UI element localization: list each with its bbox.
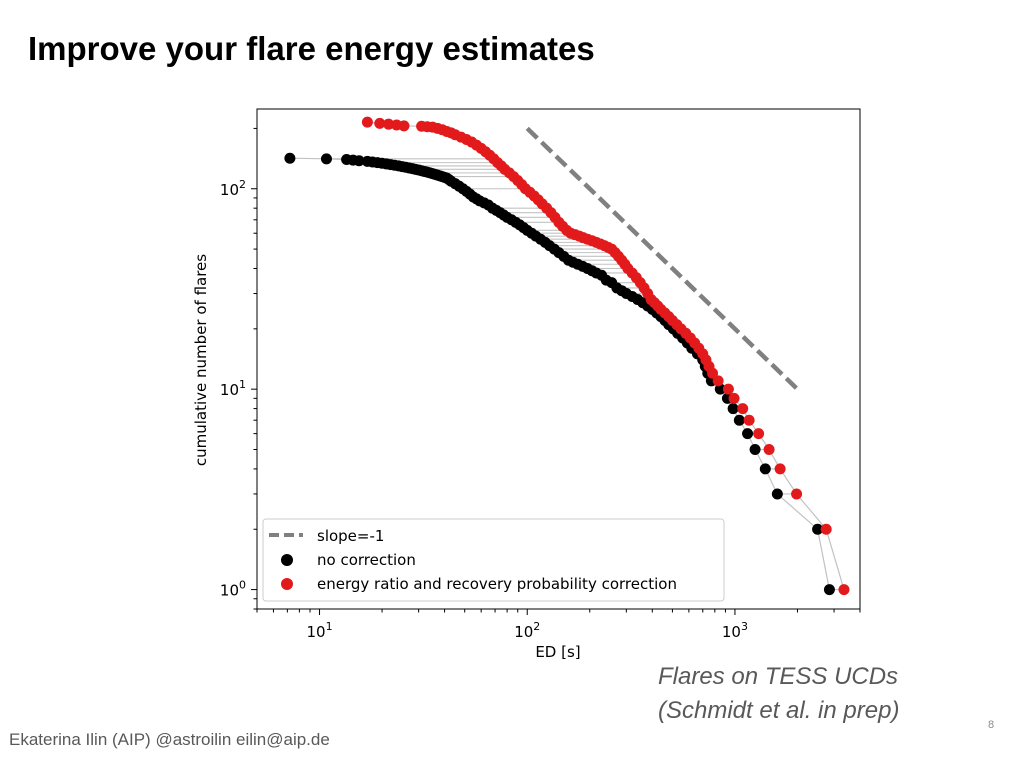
x-axis-label: ED [s] bbox=[535, 643, 580, 661]
y-tick-label: 100 bbox=[220, 579, 246, 600]
corrected-point bbox=[712, 375, 724, 387]
corrected-point bbox=[398, 120, 410, 132]
corrected-point bbox=[707, 367, 719, 379]
slope-line bbox=[525, 126, 800, 391]
corrected-point bbox=[753, 428, 765, 440]
caption-line-1: Flares on TESS UCDs bbox=[658, 663, 899, 690]
x-tick-label: 101 bbox=[306, 620, 332, 641]
slide-title: Improve your flare energy estimates bbox=[28, 30, 595, 67]
no-correction-point bbox=[714, 383, 726, 395]
caption: Flares on TESS UCDs (Schmidt et al. in p… bbox=[658, 660, 899, 728]
x-tick-label: 102 bbox=[514, 620, 540, 641]
corrected-point bbox=[791, 488, 803, 500]
corrected-point bbox=[774, 463, 786, 475]
no-correction-points bbox=[284, 152, 835, 596]
corrected-point bbox=[383, 118, 395, 130]
corrected-points bbox=[361, 116, 850, 596]
no-correction-point bbox=[823, 584, 835, 596]
corrected-point bbox=[374, 117, 386, 129]
no-correction-point bbox=[733, 414, 745, 426]
legend-black-swatch bbox=[281, 554, 293, 566]
corrected-point bbox=[361, 116, 373, 128]
y-tick-label: 102 bbox=[220, 178, 246, 199]
legend-box bbox=[262, 518, 725, 602]
plot-frame bbox=[256, 108, 861, 610]
no-correction-point bbox=[742, 428, 754, 440]
slope-line-layer bbox=[525, 126, 800, 391]
legend: slope=-1 no correction energy ratio and … bbox=[262, 518, 725, 602]
legend-entry-slope: slope=-1 bbox=[317, 527, 384, 545]
no-correction-point bbox=[771, 488, 783, 500]
legend-entry-corrected: energy ratio and recovery probability co… bbox=[317, 575, 677, 593]
y-tick-label: 101 bbox=[220, 378, 246, 399]
no-correction-point bbox=[727, 403, 739, 415]
no-correction-point bbox=[320, 153, 332, 165]
no-correction-point bbox=[353, 155, 365, 167]
footer-credit: Ekaterina Ilin (AIP) @astroilin eilin@ai… bbox=[9, 730, 330, 749]
corrected-point bbox=[838, 584, 850, 596]
axis-ticks bbox=[251, 127, 861, 615]
no-correction-point bbox=[749, 443, 761, 455]
corrected-point bbox=[737, 403, 749, 415]
corrected-point bbox=[763, 443, 775, 455]
corrected-point bbox=[743, 414, 755, 426]
legend-entry-no-correction: no correction bbox=[317, 551, 416, 569]
corrected-point bbox=[820, 523, 832, 535]
corrected-point bbox=[728, 392, 740, 404]
no-correction-point bbox=[759, 463, 771, 475]
page-number: 8 bbox=[988, 719, 995, 731]
caption-line-2: (Schmidt et al. in prep) bbox=[658, 697, 900, 724]
legend-red-swatch bbox=[281, 578, 293, 590]
x-tick-label: 103 bbox=[722, 620, 748, 641]
corrected-point bbox=[722, 383, 734, 395]
y-axis-label: cumulative number of flares bbox=[192, 254, 210, 466]
no-correction-point bbox=[284, 152, 296, 164]
no-correction-point bbox=[812, 523, 824, 535]
axis-tick-labels: 101 102 103 100 101 102 bbox=[220, 178, 748, 641]
